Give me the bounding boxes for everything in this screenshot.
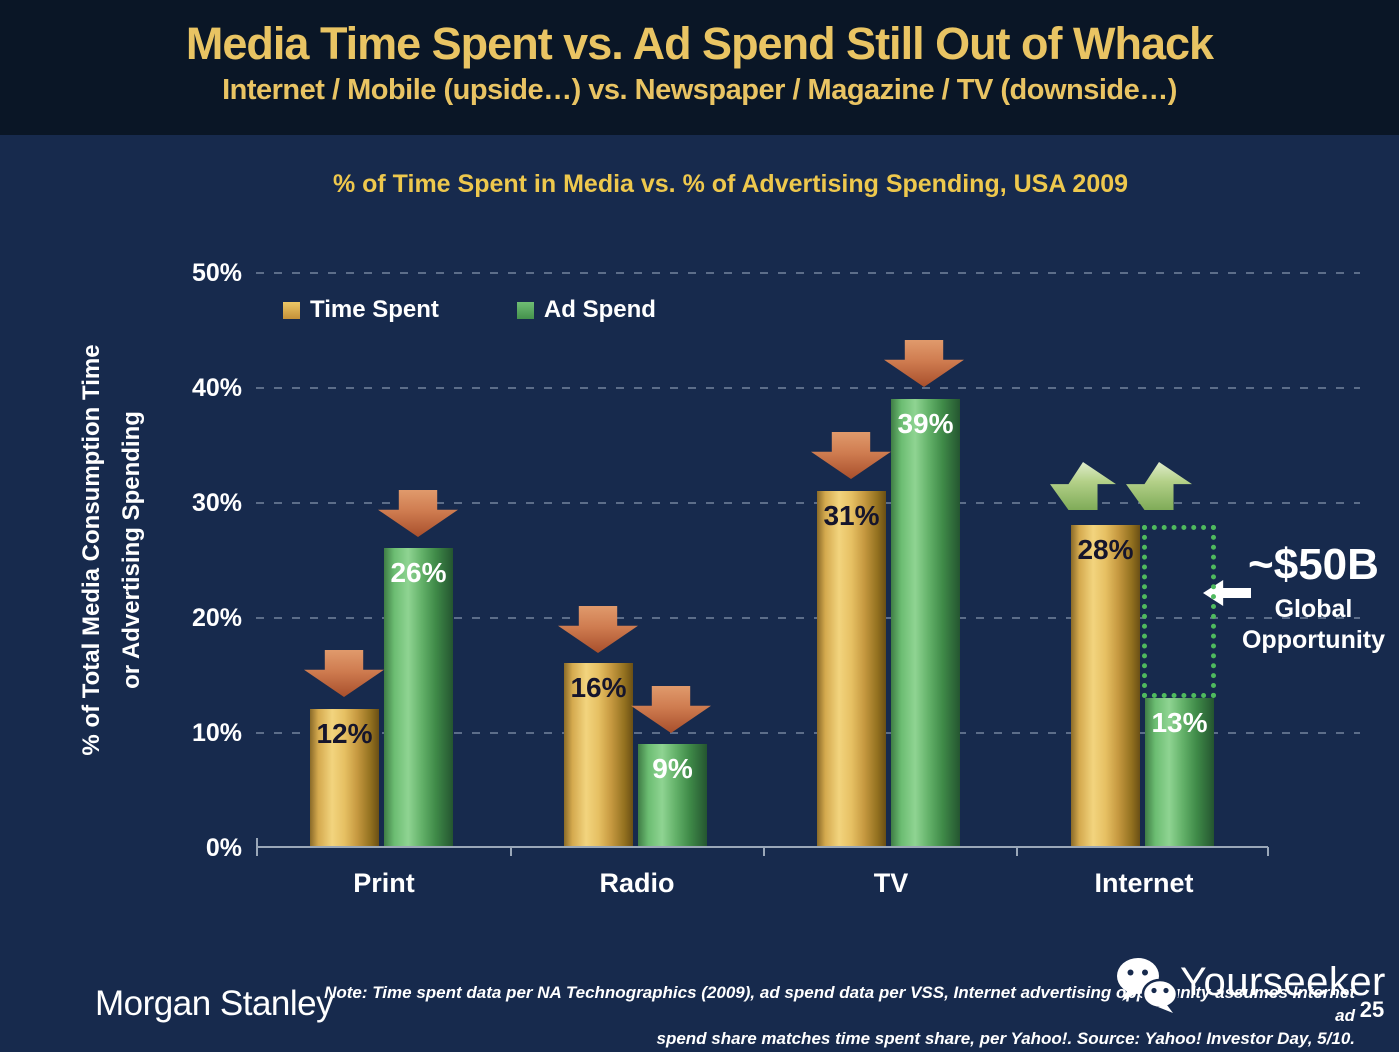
down-arrow-icon <box>304 650 384 697</box>
bar-value-label: 9% <box>652 752 693 784</box>
category-label-tv: TV <box>873 868 909 898</box>
gridline-50 <box>256 272 1360 274</box>
bar-value-label: 16% <box>570 672 627 703</box>
morgan-stanley-logo: Morgan Stanley <box>95 984 334 1023</box>
y-axis-label-line1: % of Total Media Consumption Time <box>78 344 105 756</box>
gridline-10 <box>256 732 1360 734</box>
opportunity-label-line2: Opportunity <box>1241 626 1386 654</box>
y-axis-label: % of Total Media Consumption Time or Adv… <box>72 230 164 870</box>
bar-print-ad-spend: 26% <box>384 548 453 847</box>
legend: Time Spent Ad Spend <box>283 296 656 324</box>
ytick-40: 40% <box>191 374 242 402</box>
axis-tick <box>763 847 765 856</box>
bar-radio-time-spent: 16% <box>564 663 633 847</box>
ytick-50: 50% <box>191 259 242 287</box>
bar-value-label: 26% <box>390 557 447 588</box>
axis-tick <box>1267 847 1269 856</box>
axis-tick <box>1016 847 1018 856</box>
bar-internet-ad-spend: 13% <box>1145 697 1214 847</box>
chart-title: % of Time Spent in Media vs. % of Advert… <box>332 170 1129 198</box>
watermark: Yourseeker <box>1114 956 1386 1014</box>
time-spent-swatch-icon <box>283 301 300 319</box>
opportunity-dotted-box <box>1142 525 1216 698</box>
ytick-10: 10% <box>191 719 242 747</box>
source-note: Note: Time spent data per NA Technograph… <box>320 981 1355 1050</box>
watermark-text: Yourseeker <box>1180 960 1386 1004</box>
category-label-print: Print <box>353 868 415 898</box>
bar-value-label: 39% <box>897 407 954 439</box>
legend-label-time-spent: Time Spent <box>310 296 439 323</box>
ytick-30: 30% <box>191 489 242 517</box>
x-axis-line <box>256 846 1268 848</box>
y-axis-label-line2: or Advertising Spending <box>118 411 145 689</box>
legend-item-time-spent: Time Spent <box>283 296 439 324</box>
ytick-20: 20% <box>191 604 242 632</box>
gridline-20 <box>256 617 1360 619</box>
bar-internet-time-spent: 28% <box>1071 525 1140 847</box>
category-label-internet: Internet <box>1094 868 1194 898</box>
down-arrow-icon <box>378 490 458 537</box>
ad-spend-swatch-icon <box>516 301 534 319</box>
title-band <box>0 0 1399 135</box>
axis-tick <box>510 847 512 856</box>
down-arrow-icon <box>558 606 638 653</box>
wechat-icon <box>1117 958 1178 1013</box>
bar-value-label: 13% <box>1151 706 1208 738</box>
bar-tv-ad-spend: 39% <box>891 398 960 847</box>
legend-item-ad-spend: Ad Spend <box>516 296 656 324</box>
page-number: 25 <box>1359 997 1385 1022</box>
source-note-line2: spend share matches time spent share, pe… <box>656 1029 1356 1048</box>
ytick-0: 0% <box>205 834 242 862</box>
opportunity-label-line1: Global <box>1274 595 1353 623</box>
opportunity-value: ~$50B <box>1248 540 1379 589</box>
bar-value-label: 31% <box>823 499 880 531</box>
bar-print-time-spent: 12% <box>310 709 379 847</box>
gridline-40 <box>256 387 1360 389</box>
bar-tv-time-spent: 31% <box>817 490 886 847</box>
opportunity-label: Global Opportunity <box>1228 594 1399 656</box>
slide-subtitle: Internet / Mobile (upside…) vs. Newspape… <box>222 74 1177 106</box>
axis-tick <box>256 847 258 856</box>
legend-label-ad-spend: Ad Spend <box>543 296 656 323</box>
axis-tick <box>256 838 258 847</box>
category-label-radio: Radio <box>599 868 675 898</box>
bar-value-label: 12% <box>316 718 373 749</box>
bar-value-label: 28% <box>1077 534 1134 565</box>
slide-title: Media Time Spent vs. Ad Spend Still Out … <box>185 18 1214 69</box>
down-arrow-icon <box>884 340 964 387</box>
gridline-30 <box>256 502 1360 504</box>
source-note-line1: Note: Time spent data per NA Technograph… <box>324 983 1355 1025</box>
bar-radio-ad-spend: 9% <box>638 743 707 847</box>
